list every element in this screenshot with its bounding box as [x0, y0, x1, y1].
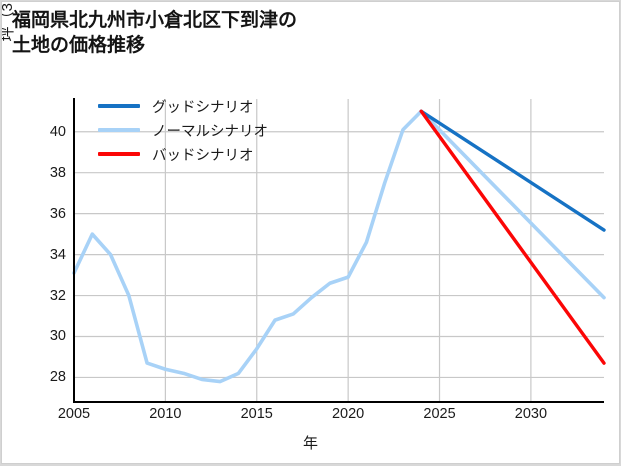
legend-item-bad[interactable]: バッドシナリオ — [98, 142, 268, 166]
x-tick-label: 2010 — [149, 406, 182, 422]
legend-label-good: グッドシナリオ — [152, 99, 254, 116]
series-line-normal — [72, 109, 606, 384]
y-tick-label: 40 — [49, 123, 66, 140]
series-line-good — [419, 109, 606, 232]
legend-item-good[interactable]: グッドシナリオ — [98, 94, 268, 118]
legend-label-normal: ノーマルシナリオ — [152, 123, 268, 140]
y-tick-label: 38 — [49, 164, 66, 181]
y-axis-title: 坪（3.3㎡）単価（万円） — [2, 2, 17, 106]
y-tick-label: 28 — [49, 369, 66, 386]
x-axis-title: 年 — [302, 435, 318, 452]
chart-canvas — [72, 99, 606, 402]
y-axis-line — [73, 98, 75, 403]
chart-legend: グッドシナリオ ノーマルシナリオ バッドシナリオ — [98, 94, 268, 166]
gridlines — [73, 99, 604, 402]
x-tick-label: 2025 — [423, 406, 456, 422]
series-line-bad — [419, 109, 606, 365]
x-tick-label: 2030 — [514, 406, 548, 422]
x-tick-label: 2015 — [240, 406, 273, 422]
y-tick-label: 30 — [49, 328, 66, 345]
y-tick-label: 36 — [49, 205, 66, 222]
plot-area — [72, 99, 606, 402]
legend-item-normal[interactable]: ノーマルシナリオ — [98, 118, 268, 142]
x-axis-line — [73, 401, 604, 403]
x-tick-label: 2020 — [331, 406, 365, 422]
chart-title: 福岡県北九州市小倉北区下到津の 土地の価格推移 — [12, 10, 298, 57]
legend-swatch-normal — [98, 128, 140, 132]
y-tick-label: 34 — [49, 246, 66, 263]
legend-swatch-good — [98, 104, 140, 108]
data-series-layer — [72, 109, 606, 384]
x-tick-label: 2005 — [57, 406, 91, 422]
y-tick-label: 32 — [49, 287, 66, 304]
legend-swatch-bad — [98, 152, 140, 156]
legend-label-bad: バッドシナリオ — [152, 147, 254, 164]
